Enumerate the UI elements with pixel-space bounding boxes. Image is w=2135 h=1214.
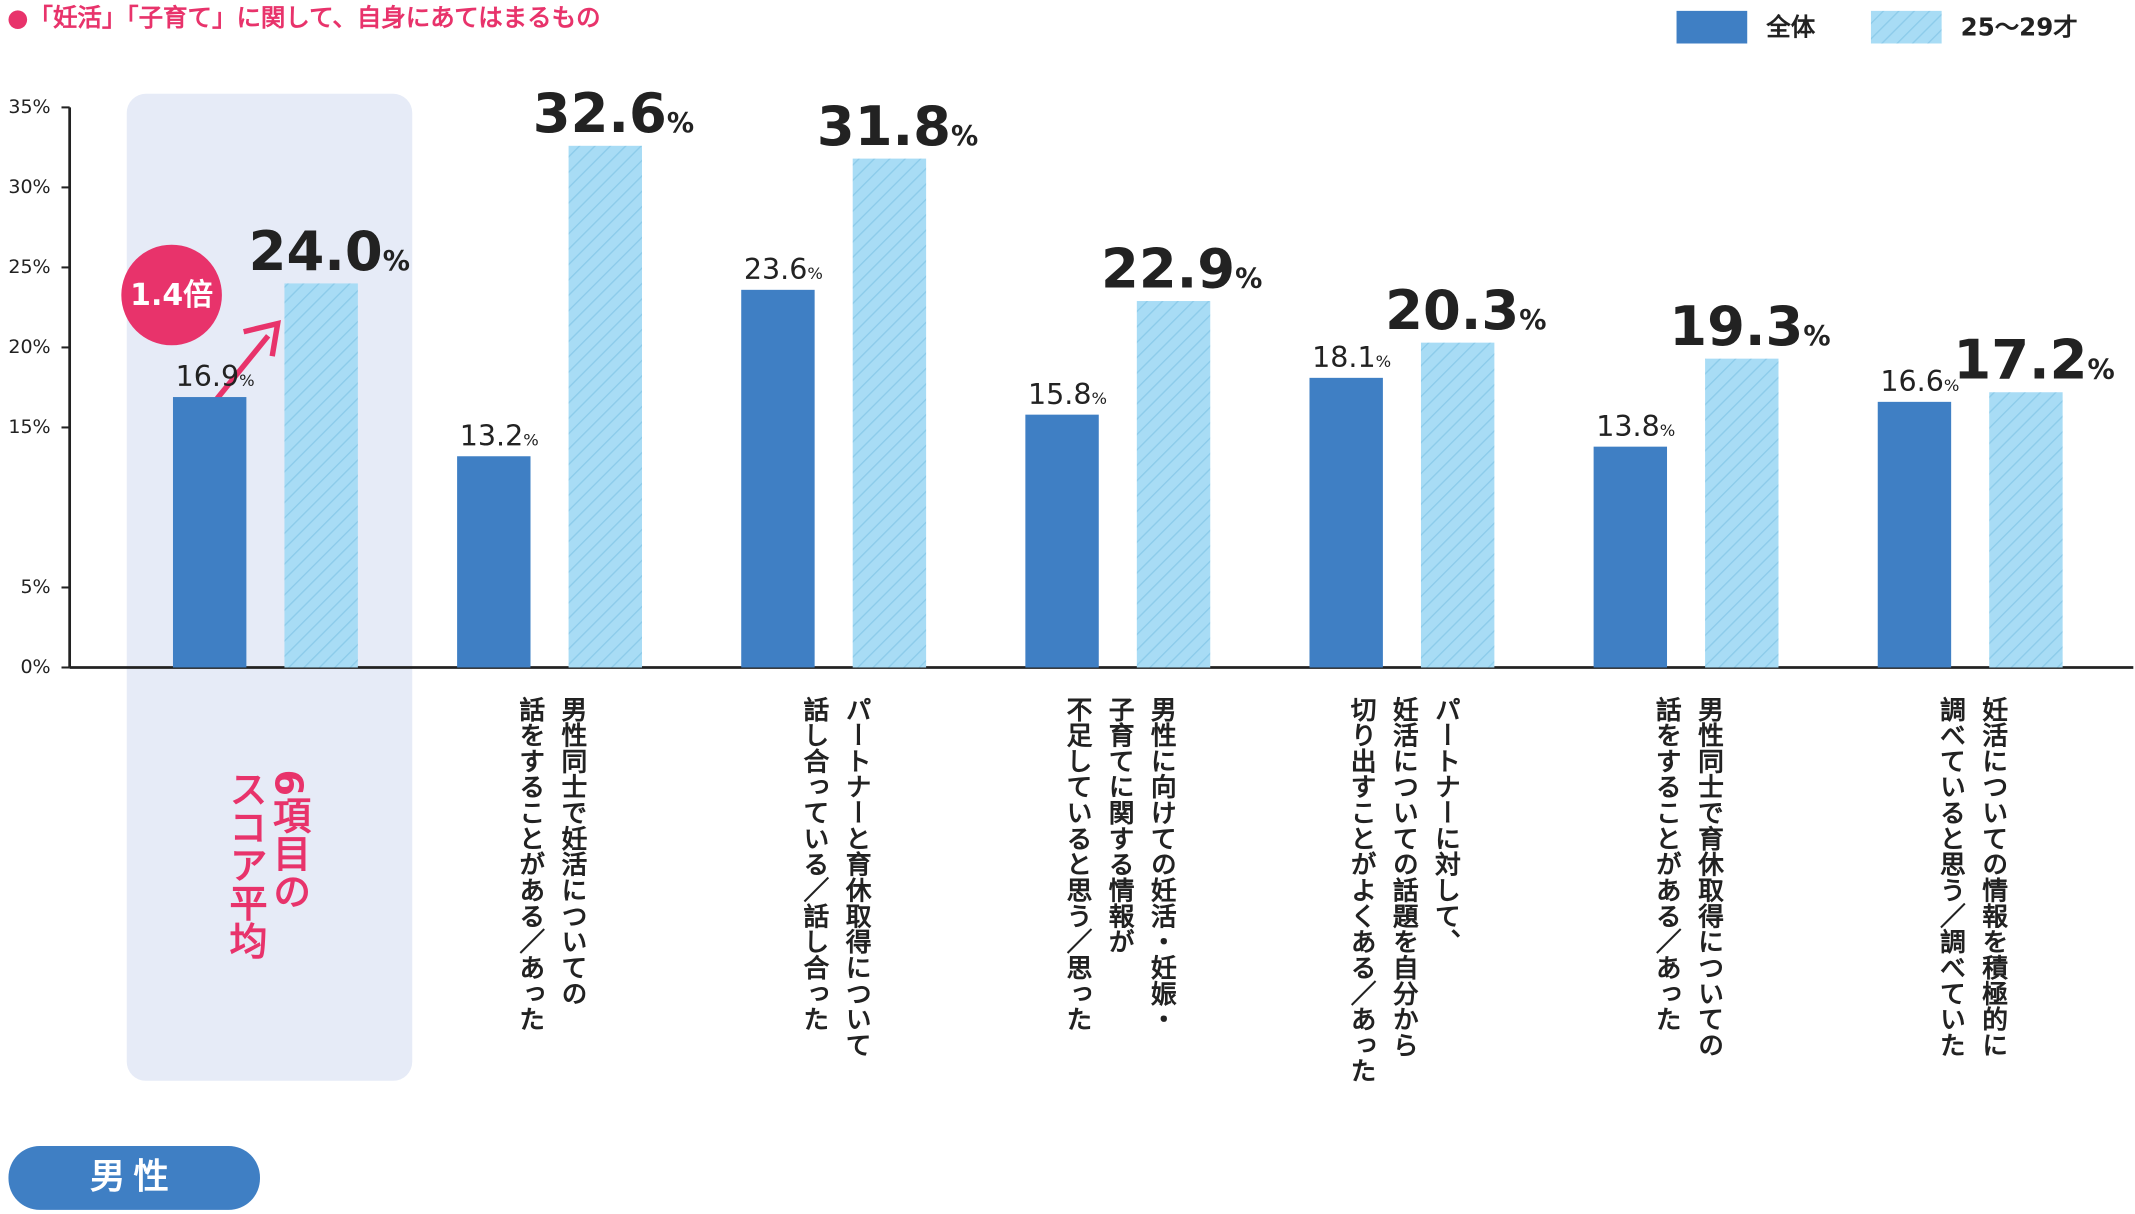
x-tick-label: 話をすることがある／あった: [515, 695, 545, 1032]
x-tick-label: パートナーと育休取得について: [841, 696, 872, 1057]
x-tick-label: 男性同士で妊活についての: [557, 696, 587, 1006]
y-tick-label: 20%: [8, 336, 50, 358]
y-tick-label: 25%: [8, 256, 50, 278]
value-label: 24.0%: [249, 220, 410, 283]
x-tick-label: 男性同士で育休取得についての: [1693, 696, 1724, 1057]
x-tick-label: 切り出すことがよくある／あった: [1346, 696, 1376, 1083]
legend-swatch: [1676, 10, 1748, 44]
arrow-head: [243, 319, 282, 357]
value-label: 16.6%: [1880, 365, 1959, 398]
annotation: 1.4倍: [130, 278, 213, 313]
value-label: 16.9%: [176, 360, 255, 393]
value-label: 18.1%: [1312, 341, 1391, 374]
value-label: 20.3%: [1385, 279, 1546, 342]
y-tick-label: 5%: [20, 576, 50, 598]
legend-label: 全体: [1765, 13, 1815, 42]
x-tick-label: 男性に向けての妊活・妊娠・: [1146, 696, 1176, 1032]
y-tick-label: 15%: [8, 416, 50, 438]
x-tick-label: パートナーに対して、: [1430, 696, 1460, 954]
highlight-category-label: スコア平均: [223, 769, 267, 960]
legend-swatch: [1870, 10, 1942, 44]
value-label: 19.3%: [1669, 295, 1830, 358]
bar: [1420, 342, 1495, 668]
bar: [852, 158, 927, 668]
x-tick-label: 話し合っている／話し合った: [799, 695, 829, 1032]
bar: [1309, 377, 1383, 668]
group-label: 男性: [90, 1157, 177, 1198]
y-tick-label: 30%: [8, 176, 50, 198]
value-label: 22.9%: [1101, 237, 1262, 300]
x-tick-label: 調べていると思う／調べていた: [1935, 695, 1965, 1058]
value-label: 31.8%: [817, 95, 978, 158]
x-tick-label: 話をすることがある／あった: [1651, 695, 1681, 1032]
annotation-badge: [121, 244, 222, 346]
bar: [1989, 392, 2063, 668]
bar: [1593, 446, 1668, 668]
bar: [457, 456, 531, 668]
value-label: 23.6%: [744, 253, 823, 286]
bar: [1025, 414, 1099, 668]
y-tick-label: 35%: [8, 96, 50, 118]
x-tick-label: 妊活についての情報を積極的に: [1978, 696, 2008, 1058]
value-label: 32.6%: [533, 82, 694, 145]
bar: [284, 283, 358, 668]
bar: [1136, 301, 1211, 668]
chart-title: ●「妊活」「子育て」に関して、自身にあてはまるもの: [7, 3, 600, 32]
value-label: 15.8%: [1028, 378, 1107, 411]
bar: [568, 145, 642, 668]
group-tag: [8, 1146, 260, 1210]
bar: [172, 397, 247, 668]
y-tick-label: 0%: [20, 656, 50, 678]
x-tick-label: 不足していると思う／思った: [1062, 696, 1092, 1032]
x-tick-label: 妊活についての話題を自分から: [1388, 696, 1418, 1058]
value-label: 17.2%: [1953, 329, 2114, 392]
highlight-category-label: 6項目の: [267, 769, 311, 910]
bar: [1877, 401, 1952, 668]
legend-label: 25〜29才: [1961, 13, 2078, 42]
x-tick-label: 子育てに関する情報が: [1104, 696, 1134, 954]
value-label: 13.8%: [1596, 410, 1675, 443]
bar: [1705, 358, 1779, 668]
bar: [741, 289, 815, 668]
value-label: 13.2%: [460, 419, 539, 452]
